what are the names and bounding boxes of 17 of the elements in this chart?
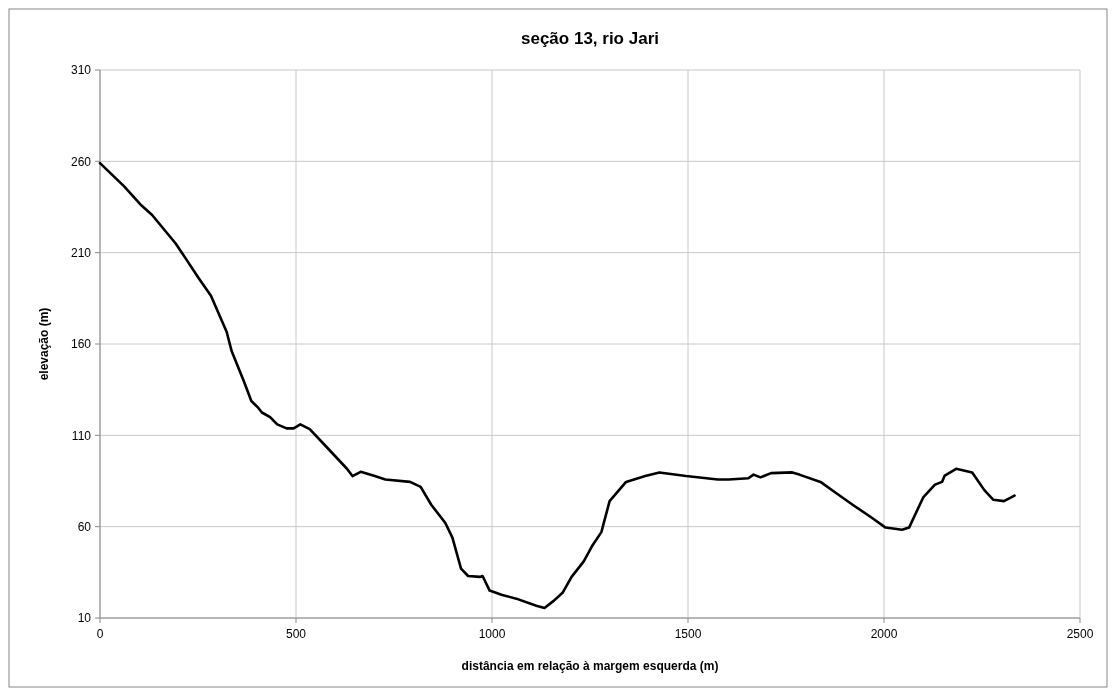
y-tick-label: 210 bbox=[70, 245, 92, 260]
chart-title: seção 13, rio Jari bbox=[521, 29, 659, 48]
y-tick-label: 60 bbox=[77, 519, 92, 534]
y-axis-title: elevação (m) bbox=[37, 307, 51, 381]
y-tick-label: 260 bbox=[70, 154, 92, 169]
x-axis-title: distância em relação à margem esquerda (m) bbox=[461, 659, 719, 673]
x-tick-label: 2500 bbox=[1066, 627, 1094, 641]
x-tick-label: 1000 bbox=[478, 627, 506, 641]
y-tick-label: 10 bbox=[77, 611, 92, 626]
y-tick-label: 310 bbox=[70, 63, 92, 78]
x-tick-label: 1500 bbox=[674, 627, 702, 641]
x-tick-label: 2000 bbox=[870, 627, 898, 641]
x-tick-label: 500 bbox=[285, 627, 307, 641]
y-tick-label: 110 bbox=[71, 428, 92, 443]
line-series bbox=[98, 161, 1016, 610]
y-tick-label: 160 bbox=[70, 337, 92, 352]
x-tick-label: 0 bbox=[96, 627, 104, 641]
